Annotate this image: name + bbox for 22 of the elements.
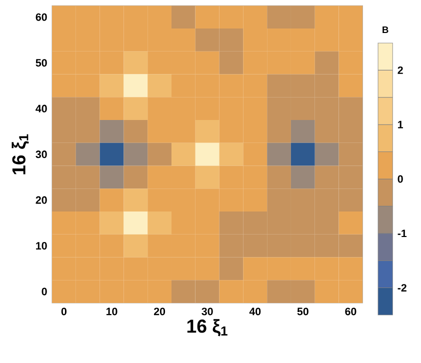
x-tick-label: 20: [154, 308, 166, 316]
color-bar-title: B: [382, 26, 388, 33]
color-bar-label: -1: [398, 230, 407, 238]
color-bar-label: 1: [398, 120, 403, 128]
y-tick-label: 50: [36, 59, 47, 67]
x-tick-label: 40: [249, 308, 261, 316]
x-tick-label: 10: [106, 308, 118, 316]
x-axis-title: 16 ξ$_{1}$: [187, 319, 228, 336]
x-tick-label: 30: [202, 308, 213, 316]
y-tick-label: 60: [36, 13, 47, 21]
y-tick-label: 40: [36, 104, 47, 112]
color-bar-label: 2: [398, 66, 403, 74]
x-tick-label: 0: [61, 308, 66, 316]
y-tick-label: 20: [36, 196, 47, 204]
x-tick-label: 50: [297, 308, 308, 316]
y-axis-title: 16 ξ$_{1}$: [12, 134, 29, 174]
color-bar-label: -2: [398, 284, 406, 292]
y-tick-label: 0: [42, 288, 47, 296]
x-tick-label: 60: [345, 308, 356, 316]
color-bar-label: 0: [398, 175, 403, 183]
y-tick-label: 10: [36, 242, 47, 250]
y-tick-label: 30: [36, 150, 47, 158]
